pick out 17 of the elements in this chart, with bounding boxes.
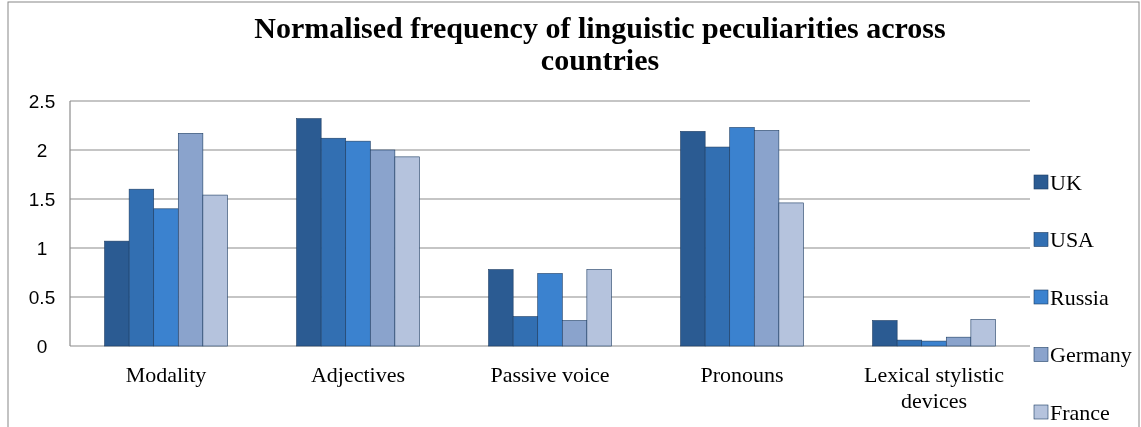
y-tick-label: 0 bbox=[36, 335, 48, 357]
legend-label: Germany bbox=[1050, 342, 1132, 368]
legend-label: USA bbox=[1050, 227, 1095, 253]
x-tick-label: Passive voice bbox=[490, 362, 610, 387]
y-tick-label: 2 bbox=[36, 139, 48, 161]
x-tick-label: Lexical stylistic devices bbox=[864, 362, 1005, 413]
y-tick-label: 0.5 bbox=[28, 286, 56, 308]
legend-label: Russia bbox=[1050, 284, 1109, 310]
chart-title: Normalised frequency of linguistic peculiarities across countries bbox=[254, 11, 946, 76]
legend-label: UK bbox=[1050, 169, 1082, 195]
x-tick-label: Pronouns bbox=[700, 362, 784, 387]
x-tick-label: Modality bbox=[125, 362, 207, 387]
x-tick-label: Adjectives bbox=[310, 362, 406, 387]
y-tick-label: 1 bbox=[36, 237, 48, 259]
y-tick-label: 2.5 bbox=[28, 90, 56, 112]
y-tick-label: 1.5 bbox=[28, 188, 56, 210]
legend-label: France bbox=[1050, 399, 1110, 425]
